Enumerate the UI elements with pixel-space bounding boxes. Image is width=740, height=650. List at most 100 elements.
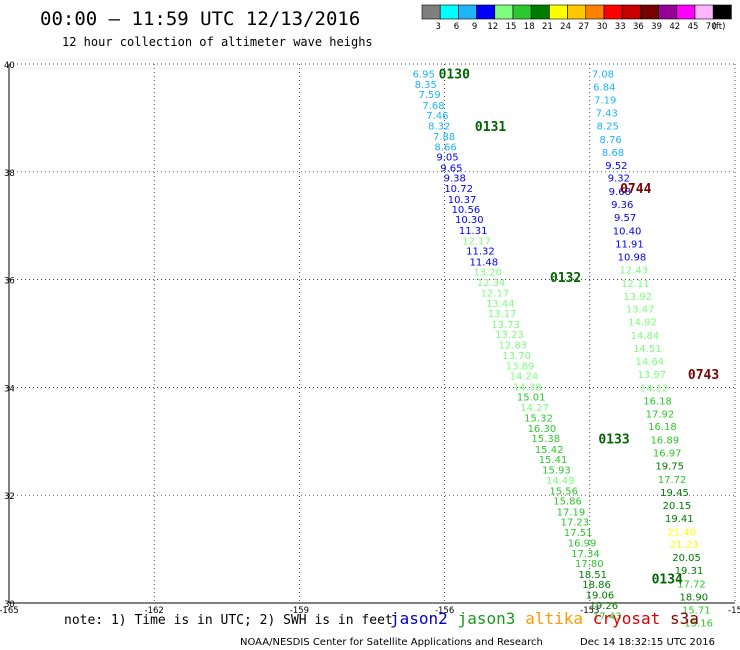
- swh-value-label: 13.92: [623, 292, 652, 303]
- y-tick-label: 30: [4, 600, 15, 610]
- legend-swatch: [712, 4, 732, 20]
- legend-tick-label: 42: [669, 22, 680, 32]
- swh-value-label: 8.66: [434, 142, 456, 153]
- swh-value-label: 10.72: [444, 184, 473, 195]
- legend-swatch: [640, 4, 659, 20]
- swh-value-label: 7.46: [426, 111, 448, 122]
- legend-swatch: [476, 4, 496, 20]
- swh-value-label: 15.42: [535, 445, 564, 456]
- swh-value-label: 15.01: [517, 393, 546, 404]
- legend-swatch: [439, 4, 459, 20]
- swh-value-label: 15.93: [542, 465, 571, 476]
- legend-swatch: [603, 4, 623, 20]
- swh-value-label: 11.31: [459, 226, 488, 237]
- swh-value-label: 16.18: [648, 422, 677, 433]
- legend-tick-label: 45: [688, 22, 699, 32]
- swh-value-label: 17.19: [557, 507, 586, 518]
- pass-time-labels: 0130 0131 0132 0133 0134 0744 0743: [439, 68, 720, 588]
- chart-title: 00:00 – 11:59 UTC 12/13/2016: [40, 8, 360, 30]
- swh-value-label: 8.35: [415, 80, 437, 91]
- legend-tick-label: 24: [560, 22, 571, 32]
- legend-tick-label: 30: [597, 22, 608, 32]
- swh-value-label: 20.15: [663, 501, 692, 512]
- swh-value-label: 15.56: [549, 486, 578, 497]
- plot-frame: [8, 64, 735, 604]
- swh-value-label: 12.34: [477, 278, 506, 289]
- pass-time-label: 0132: [550, 271, 581, 286]
- legend-tick-label: 39: [651, 22, 662, 32]
- swh-value-label: 9.68: [609, 187, 631, 198]
- legend-swatch: [567, 4, 587, 20]
- axis-ticks: -165 -162 -159 -156 -153 -15 30 32 34 36 38 40: [0, 61, 740, 616]
- legend-swatch: [494, 4, 514, 20]
- swh-value-label: 14.24: [510, 372, 539, 383]
- swh-value-label: 19.75: [655, 462, 684, 473]
- legend-swatch: [421, 4, 441, 20]
- swh-value-label: 11.91: [615, 239, 644, 250]
- swh-value-label: 17.92: [646, 409, 675, 420]
- swh-value-label: 13.23: [495, 330, 524, 341]
- swh-value-label: 12.17: [462, 236, 491, 247]
- swh-value-label: 13.47: [626, 305, 655, 316]
- swh-value-label: 13.97: [637, 370, 666, 381]
- swh-value-label: 8.76: [599, 135, 621, 146]
- satellite-jason2: jason2: [390, 609, 448, 628]
- swh-value-label: 19.45: [660, 488, 689, 499]
- y-tick-label: 32: [4, 492, 15, 502]
- swh-value-label: 20.05: [672, 553, 701, 564]
- chart-subtitle: 12 hour collection of altimeter wave hei…: [62, 35, 373, 49]
- legend-swatch: [549, 4, 568, 20]
- legend-swatch: [676, 4, 696, 20]
- swh-value-label: 10.37: [448, 195, 477, 206]
- legend-swatch: [694, 4, 714, 20]
- swh-value-label: 13.73: [491, 320, 520, 331]
- y-tick-label: 38: [4, 169, 15, 179]
- swh-value-label: 21.40: [667, 527, 696, 538]
- satellite-jason3: jason3: [458, 609, 516, 628]
- swh-value-label: 17.51: [564, 528, 593, 539]
- swh-value-label: 12.83: [499, 340, 528, 351]
- swh-value-label: 13.17: [488, 309, 517, 320]
- swh-value-label: 9.05: [436, 153, 458, 164]
- swh-value-label: 7.59: [418, 90, 440, 101]
- y-tick-label: 40: [4, 61, 15, 71]
- swh-value-label: 15.32: [524, 414, 553, 425]
- legend-tick-label: 70: [706, 22, 717, 32]
- x-tick-label: -162: [145, 606, 164, 616]
- swh-value-label: 15.38: [531, 434, 560, 445]
- grid-lines: [9, 63, 736, 603]
- pass-time-label: 0130: [439, 68, 470, 83]
- swh-value-label: 10.56: [452, 205, 481, 216]
- swh-value-label: 7.08: [592, 70, 614, 81]
- swh-value-label: 10.98: [618, 252, 647, 263]
- y-tick-label: 34: [4, 384, 15, 394]
- swh-value-label: 15.41: [539, 455, 568, 466]
- satellite-legend: jason2 jason3 altika cryosat s3a: [390, 609, 699, 628]
- legend-tick-label: 33: [615, 22, 626, 32]
- swh-value-label: 14.84: [631, 331, 660, 342]
- swh-value-label: 19.31: [675, 566, 704, 577]
- pass-time-label: 0131: [475, 120, 506, 135]
- x-tick-label: -156: [435, 606, 454, 616]
- swh-value-label: 14.51: [633, 344, 662, 355]
- swh-value-label: 18.51: [578, 570, 607, 581]
- swh-value-label: 16.30: [528, 424, 557, 435]
- swh-value-label: 14.92: [628, 318, 657, 329]
- footer-timestamp: Dec 14 18:32:15 UTC 2016: [580, 637, 715, 648]
- swh-value-label: 19.06: [586, 590, 615, 601]
- y-tick-label: 36: [4, 277, 15, 287]
- swh-value-label: 14.64: [635, 357, 664, 368]
- legend-tick-label: 15: [506, 22, 517, 32]
- swh-value-label: 14.49: [546, 476, 575, 487]
- swh-value-label: 19.41: [665, 514, 694, 525]
- color-legend: 3 6 9 12 15 18 21 24 27 30 33 36 39 42 45 70(ft): [421, 4, 732, 32]
- x-tick-label: -153: [580, 606, 599, 616]
- swh-value-label: 17.34: [571, 549, 600, 560]
- legend-swatch: [512, 4, 532, 20]
- swh-value-label: 6.95: [413, 70, 435, 81]
- pass-time-label: 0743: [688, 368, 719, 383]
- legend-tick-label: 27: [578, 22, 589, 32]
- legend-tick-label: 36: [633, 22, 644, 32]
- swh-value-label: 12.17: [481, 289, 510, 300]
